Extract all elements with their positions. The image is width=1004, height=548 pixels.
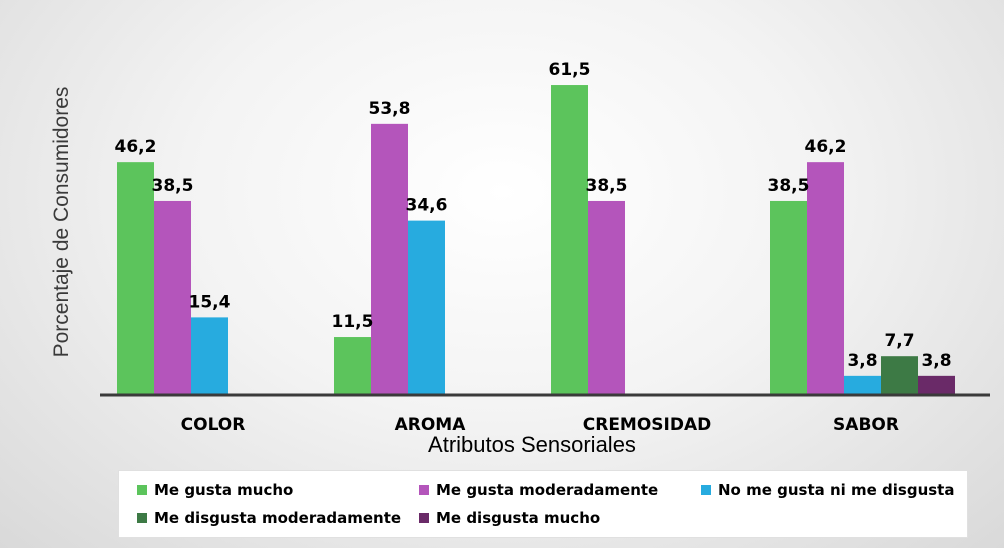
bar-cremosidad-series-1 — [588, 200, 625, 395]
bar-sabor-series-0 — [770, 200, 807, 395]
category-tick-label: CREMOSIDAD — [583, 415, 712, 435]
value-label: 38,5 — [152, 176, 194, 196]
legend: Me gusta mucho Me gusta moderadamente No… — [118, 470, 968, 538]
category-tick-label: SABOR — [833, 415, 899, 435]
value-labels-group: 46,2 38,5 15,4 11,5 53,8 34,6 61,5 38,5 38,5 46,2… — [115, 60, 952, 371]
value-label: 3,8 — [921, 351, 951, 371]
legend-item-me-gusta-mucho: Me gusta mucho — [137, 481, 293, 499]
x-axis-title: Atributos Sensoriales — [428, 432, 636, 457]
bar-sabor-series-3 — [881, 356, 918, 395]
legend-label: Me disgusta moderadamente — [154, 509, 402, 527]
bar-aroma-series-1 — [371, 123, 408, 396]
value-label: 34,6 — [406, 196, 448, 216]
value-label: 7,7 — [884, 331, 914, 351]
legend-item-me-disgusta-moderadamente: Me disgusta moderadamente — [137, 509, 401, 527]
value-label: 46,2 — [115, 137, 157, 157]
value-label: 38,5 — [586, 176, 628, 196]
bar-color-series-2 — [191, 317, 228, 395]
value-label: 3,8 — [847, 351, 877, 371]
legend-item-me-disgusta-mucho: Me disgusta mucho — [419, 509, 600, 527]
bar-sabor-series-2 — [844, 375, 881, 395]
value-label: 53,8 — [369, 99, 411, 119]
value-label: 61,5 — [549, 60, 591, 80]
bar-sabor-series-1 — [807, 162, 844, 395]
bar-aroma-series-0 — [334, 337, 371, 395]
legend-item-me-gusta-moderadamente: Me gusta moderadamente — [419, 481, 658, 499]
bar-color-series-1 — [154, 200, 191, 395]
legend-swatch — [137, 485, 147, 495]
category-tick-label: COLOR — [181, 415, 246, 435]
legend-label: No me gusta ni me disgusta — [718, 481, 955, 499]
category-tick-labels: COLOR AROMA CREMOSIDAD SABOR — [181, 415, 899, 435]
value-label: 11,5 — [332, 312, 374, 332]
legend-swatch — [137, 513, 147, 523]
bar-aroma-series-2 — [408, 220, 445, 395]
legend-item-no-me-gusta-ni-me-disgusta: No me gusta ni me disgusta — [701, 481, 954, 499]
legend-label: Me gusta mucho — [154, 481, 294, 499]
bar-color-series-0 — [117, 162, 154, 395]
value-label: 15,4 — [189, 292, 231, 312]
legend-swatch — [419, 485, 429, 495]
y-axis-title: Porcentaje de Consumidores — [50, 87, 73, 358]
legend-label: Me gusta moderadamente — [436, 481, 659, 499]
value-label: 38,5 — [768, 176, 810, 196]
bars-group — [117, 85, 955, 396]
legend-swatch — [701, 485, 711, 495]
legend-swatch — [419, 513, 429, 523]
legend-label: Me disgusta mucho — [436, 509, 601, 527]
bar-sabor-series-4 — [918, 375, 955, 395]
category-tick-label: AROMA — [395, 415, 467, 435]
value-label: 46,2 — [805, 137, 847, 157]
bar-cremosidad-series-0 — [551, 85, 588, 395]
